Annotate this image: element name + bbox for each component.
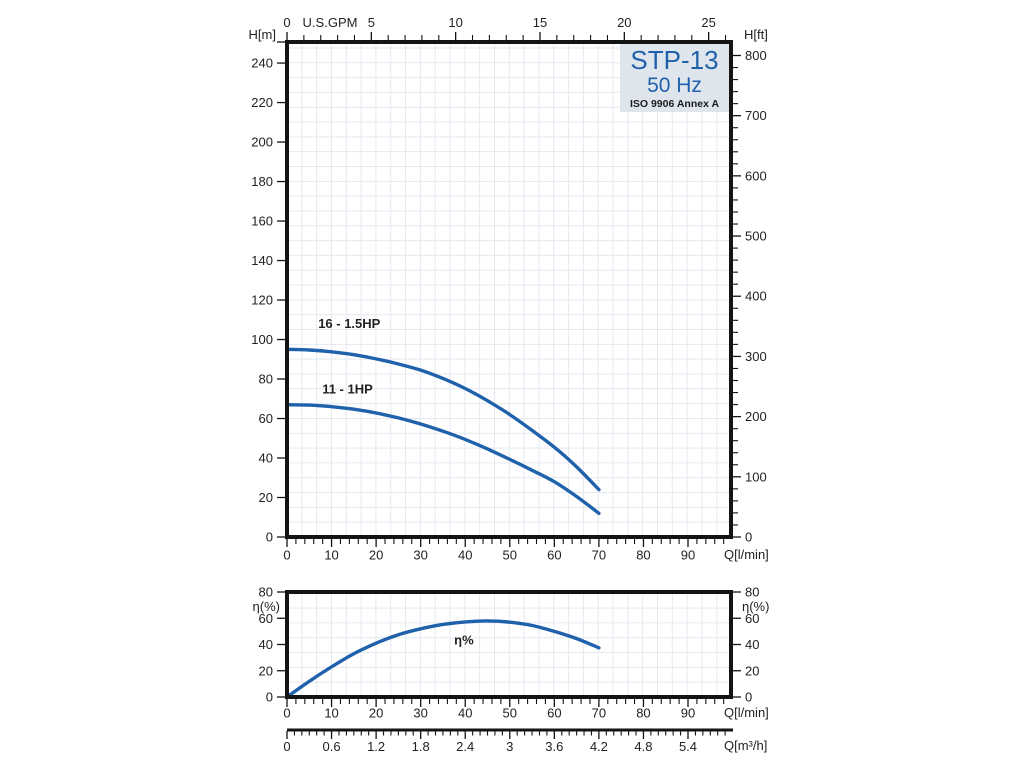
tick-label-m3h: 3.6 — [545, 739, 563, 754]
tick-label-m3h: 3 — [506, 739, 513, 754]
tick-label-eta-q: 40 — [458, 706, 472, 721]
tick-label-q: 20 — [369, 548, 383, 563]
tick-label-eta-left: 0 — [266, 690, 273, 705]
tick-label-hm: 200 — [251, 135, 273, 150]
tick-label-q: 10 — [324, 548, 338, 563]
tick-label-gpm: 0 — [283, 15, 290, 30]
tick-label-eta-q: 70 — [592, 706, 606, 721]
tick-label-eta-left: 60 — [259, 611, 273, 626]
head-curve-11-1HP — [285, 403, 601, 515]
tick-label-m3h: 4.8 — [634, 739, 652, 754]
tick-label-m3h: 5.4 — [679, 739, 697, 754]
tick-label-hm: 160 — [251, 214, 273, 229]
tick-label-hft: 400 — [745, 289, 767, 304]
tick-label-eta-q: 10 — [324, 706, 338, 721]
tick-label-gpm: 25 — [701, 15, 715, 30]
tick-label-hft: 500 — [745, 229, 767, 244]
tick-label-m3h: 1.2 — [367, 739, 385, 754]
tick-label-hm: 220 — [251, 95, 273, 110]
curve-label: 11 - 1HP — [322, 381, 373, 396]
main-y-left-unit: H[m] — [248, 27, 276, 42]
eta-x-bottom-unit: Q[l/min] — [724, 705, 769, 720]
main-y-right-unit: H[ft] — [744, 27, 768, 42]
tick-label-hft: 0 — [745, 530, 752, 545]
tick-label-eta-left: 80 — [259, 585, 273, 600]
main-plot-frame — [285, 40, 733, 539]
tick-label-eta-left: 40 — [259, 637, 273, 652]
tick-label-hm: 100 — [251, 332, 273, 347]
main-x-top-unit: U.S.GPM — [302, 15, 358, 30]
tick-label-gpm: 5 — [368, 15, 375, 30]
tick-label-hft: 200 — [745, 409, 767, 424]
main-x-bottom-unit: Q[l/min] — [724, 547, 769, 562]
eta-plot-frame — [285, 590, 733, 699]
tick-label-hft: 300 — [745, 349, 767, 364]
tick-label-eta-right: 20 — [745, 663, 759, 678]
tick-label-q: 70 — [592, 548, 606, 563]
tick-label-eta-right: 60 — [745, 611, 759, 626]
tick-label-m3h: 1.8 — [412, 739, 430, 754]
model-title-box: STP-13 50 Hz ISO 9906 Annex A — [620, 44, 729, 112]
tick-label-q: 50 — [503, 548, 517, 563]
model-frequency: 50 Hz — [647, 74, 702, 97]
tick-label-hft: 800 — [745, 48, 767, 63]
tick-label-eta-q: 20 — [369, 706, 383, 721]
tick-label-q: 0 — [283, 548, 290, 563]
m3h-axis-unit: Q[m³/h] — [724, 738, 768, 753]
tick-label-q: 30 — [413, 548, 427, 563]
tick-label-eta-q: 90 — [681, 706, 695, 721]
tick-label-eta-right: 0 — [745, 690, 752, 705]
head-curve-16-1.5HP — [285, 347, 601, 492]
tick-label-eta-q: 50 — [503, 706, 517, 721]
tick-label-q: 40 — [458, 548, 472, 563]
curve-label: 16 - 1.5HP — [318, 316, 380, 331]
tick-label-q: 80 — [636, 548, 650, 563]
tick-label-hm: 20 — [259, 490, 273, 505]
tick-label-m3h: 2.4 — [456, 739, 474, 754]
eta-curve-label: η% — [454, 633, 474, 648]
tick-label-eta-left: 20 — [259, 663, 273, 678]
model-name: STP-13 — [630, 45, 719, 75]
eta-curve — [285, 619, 601, 699]
tick-label-hm: 240 — [251, 56, 273, 71]
tick-label-gpm: 15 — [533, 15, 547, 30]
tick-label-hm: 120 — [251, 293, 273, 308]
iso-standard-note: ISO 9906 Annex A — [629, 98, 720, 110]
tick-label-hm: 0 — [266, 530, 273, 545]
tick-label-eta-right: 40 — [745, 637, 759, 652]
tick-label-hft: 700 — [745, 108, 767, 123]
tick-label-eta-q: 60 — [547, 706, 561, 721]
tick-label-eta-q: 30 — [413, 706, 427, 721]
tick-label-eta-q: 80 — [636, 706, 650, 721]
tick-label-m3h: 0.6 — [323, 739, 341, 754]
tick-label-hm: 60 — [259, 411, 273, 426]
tick-label-hft: 100 — [745, 469, 767, 484]
tick-label-eta-right: 80 — [745, 585, 759, 600]
tick-label-m3h: 4.2 — [590, 739, 608, 754]
tick-label-hm: 80 — [259, 372, 273, 387]
eta-y-right-unit: η(%) — [742, 599, 770, 614]
tick-label-q: 90 — [681, 548, 695, 563]
tick-label-hft: 600 — [745, 168, 767, 183]
tick-label-m3h: 0 — [283, 739, 290, 754]
tick-label-hm: 140 — [251, 253, 273, 268]
tick-label-eta-q: 0 — [283, 706, 290, 721]
tick-label-gpm: 20 — [617, 15, 631, 30]
tick-label-hm: 180 — [251, 174, 273, 189]
tick-label-hm: 40 — [259, 451, 273, 466]
eta-y-left-unit: η(%) — [252, 599, 280, 614]
tick-label-q: 60 — [547, 548, 561, 563]
tick-label-gpm: 10 — [448, 15, 462, 30]
